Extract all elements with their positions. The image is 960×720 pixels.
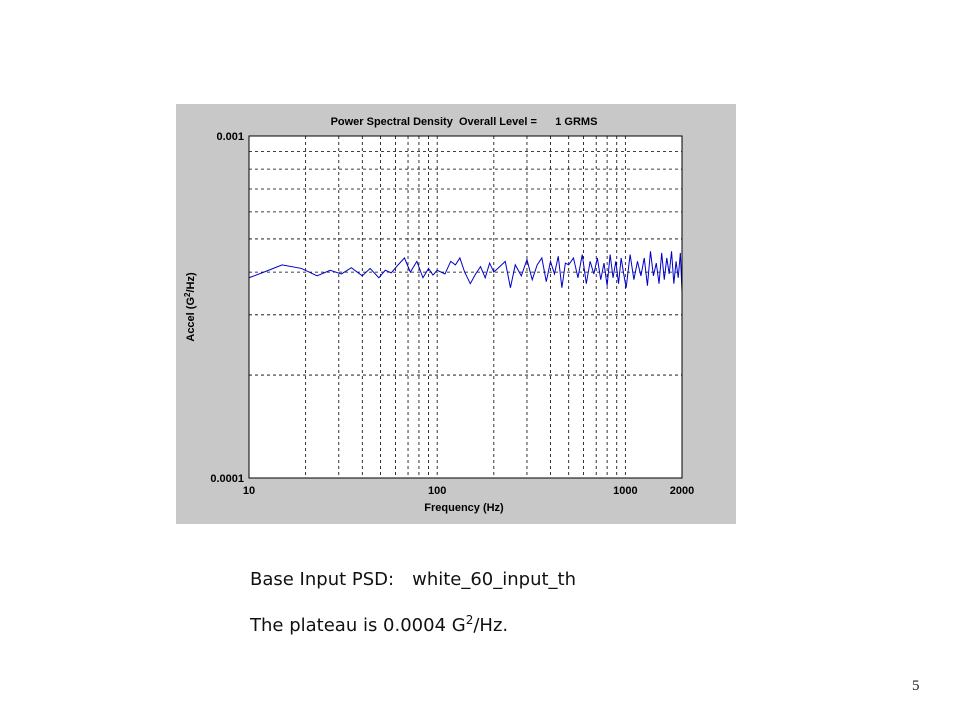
chart-title: Power Spectral Density Overall Level = 1… bbox=[331, 116, 598, 128]
slide-number: 5 bbox=[912, 678, 920, 694]
x-tick-label: 100 bbox=[428, 485, 446, 497]
x-tick-label: 1000 bbox=[613, 485, 637, 497]
tick-labels: 10 100 1000 2000 0.0001 0.001 bbox=[210, 131, 694, 497]
caption-plateau-prefix: The plateau is 0.0004 G bbox=[250, 615, 466, 636]
caption-input-value: white_60_input_th bbox=[412, 569, 577, 590]
caption-line-input: Base Input PSD: white_60_input_th bbox=[250, 566, 576, 606]
psd-series-line bbox=[248, 251, 683, 292]
series-layer bbox=[248, 251, 683, 292]
gridlines bbox=[249, 136, 682, 478]
caption-input-label: Base Input PSD: bbox=[250, 569, 395, 590]
x-tick-label: 10 bbox=[243, 485, 255, 497]
plot-area bbox=[248, 135, 683, 479]
y-tick-label: 0.001 bbox=[216, 131, 244, 143]
x-tick-label: 2000 bbox=[670, 485, 694, 497]
y-axis-label-sup: 2 bbox=[183, 292, 192, 297]
y-axis-label-suffix: /Hz) bbox=[185, 272, 197, 293]
caption-plateau-sup: 2 bbox=[465, 613, 474, 627]
y-tick-label: 0.0001 bbox=[210, 473, 244, 485]
y-axis-label: Accel (G2/Hz) bbox=[183, 272, 198, 342]
caption-plateau-suffix: /Hz. bbox=[473, 615, 509, 636]
caption: Base Input PSD: white_60_input_th The pla… bbox=[250, 566, 576, 646]
plot-frame bbox=[248, 135, 683, 479]
y-axis-label-prefix: Accel (G bbox=[185, 297, 197, 342]
psd-chart: 10 100 1000 2000 0.0001 0.001 Power Spectral … bbox=[176, 104, 736, 524]
x-axis-label: Frequency (Hz) bbox=[424, 502, 504, 514]
caption-line-plateau: The plateau is 0.0004 G2/Hz. bbox=[250, 606, 576, 646]
